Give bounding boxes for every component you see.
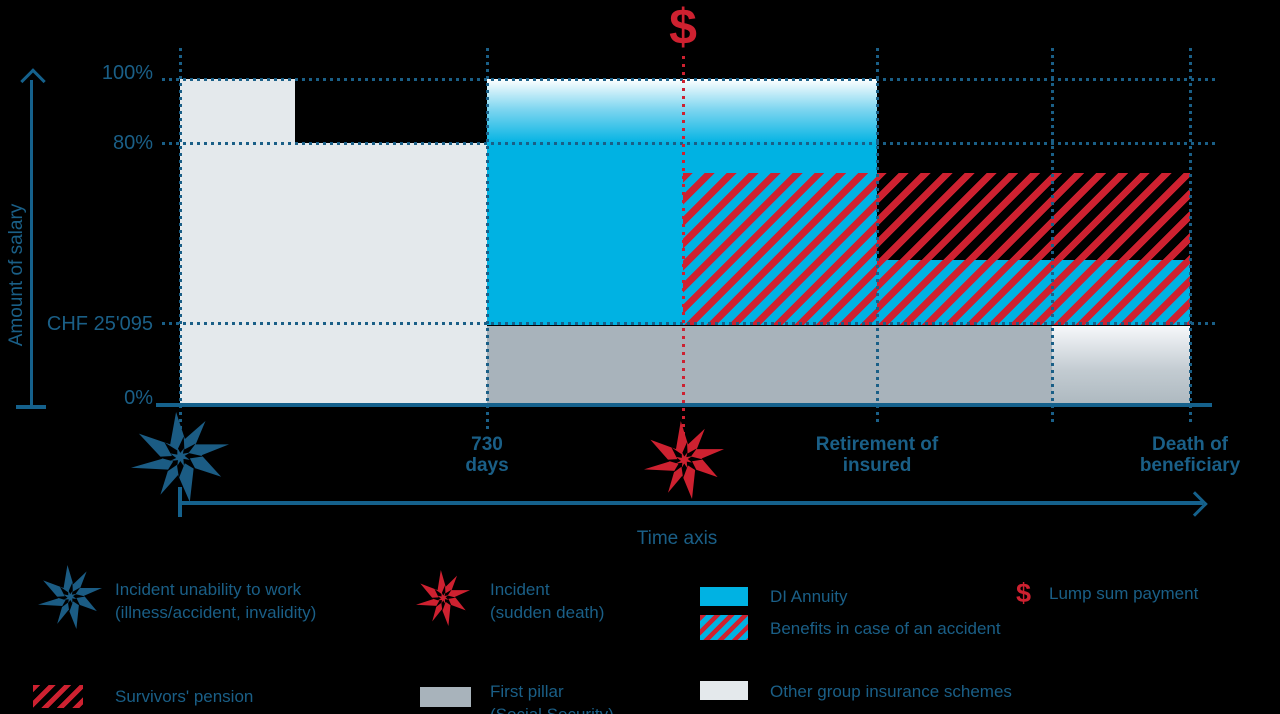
y-tick-80pct: 80%	[112, 132, 153, 154]
gridline-chf	[162, 322, 1216, 325]
y-tick-100pct: 100%	[101, 62, 153, 84]
region-other-insurance-full	[180, 79, 295, 404]
milestone-730-days: 730 days	[465, 434, 509, 476]
eventline-sudden-death	[681, 56, 685, 442]
lump-sum-dollar-icon: $	[669, 0, 697, 55]
legend-lump-sum-label: Lump sum payment	[1049, 584, 1199, 603]
legend-survivors-pension-label: Survivors' pension	[115, 687, 254, 706]
gridline-80pct	[162, 142, 1216, 145]
region-first-pillar-fade	[1052, 326, 1190, 404]
region-first-pillar	[487, 326, 1052, 404]
time-axis-line	[179, 501, 1203, 505]
legend-sudden-death-label: Incident (sudden death)	[490, 580, 605, 622]
time-axis-arrowhead-icon	[1182, 491, 1208, 517]
legend-first-pillar-label: First pillar (Social Security)	[490, 682, 614, 714]
legend-first-pillar-swatch	[420, 687, 471, 707]
eventline-incident	[178, 48, 182, 440]
eventline-retirement	[875, 48, 879, 426]
sudden-death-burst-icon	[644, 421, 724, 499]
legend-lump-sum-icon: $	[1016, 578, 1032, 608]
milestone-retirement: Retirement of insured	[815, 434, 939, 476]
legend-other-insurance-label: Other group insurance schemes	[770, 682, 1012, 701]
y-axis-line	[29, 80, 33, 407]
legend-accident-benefits-label: Benefits in case of an accident	[770, 619, 1001, 638]
gridline-100pct	[162, 78, 1216, 81]
time-axis-start-tick	[178, 487, 182, 517]
legend-survivors-pension-swatch	[33, 685, 83, 708]
legend-incident-unability-icon	[38, 565, 102, 629]
legend-sudden-death-icon	[416, 570, 470, 626]
region-accident-benefits-overlay	[683, 173, 877, 325]
legend-di-annuity-label: DI Annuity	[770, 587, 848, 606]
y-tick-chf: CHF 25'095	[46, 313, 153, 335]
legend-di-annuity-swatch	[700, 587, 748, 606]
eventline-death	[1188, 48, 1192, 426]
milestone-death: Death of beneficiary	[1139, 434, 1241, 476]
zero-baseline	[156, 403, 1212, 407]
region-survivors-pension	[877, 173, 1190, 260]
legend-incident-unability-label: Incident unability to work (illness/acci…	[115, 580, 317, 622]
legend-other-insurance-swatch	[700, 681, 748, 700]
eventline-730-days	[485, 48, 489, 430]
region-accident-benefits-post-retirement	[877, 260, 1190, 325]
y-axis-title: Amount of salary	[6, 203, 27, 347]
time-axis-title: Time axis	[636, 528, 718, 549]
y-tick-0pct: 0%	[124, 387, 153, 409]
legend-accident-benefits-swatch	[700, 615, 748, 640]
eventline-unlabeled	[1050, 48, 1054, 426]
y-axis-base-tick	[16, 405, 46, 409]
region-other-insurance-80pct	[295, 143, 487, 404]
